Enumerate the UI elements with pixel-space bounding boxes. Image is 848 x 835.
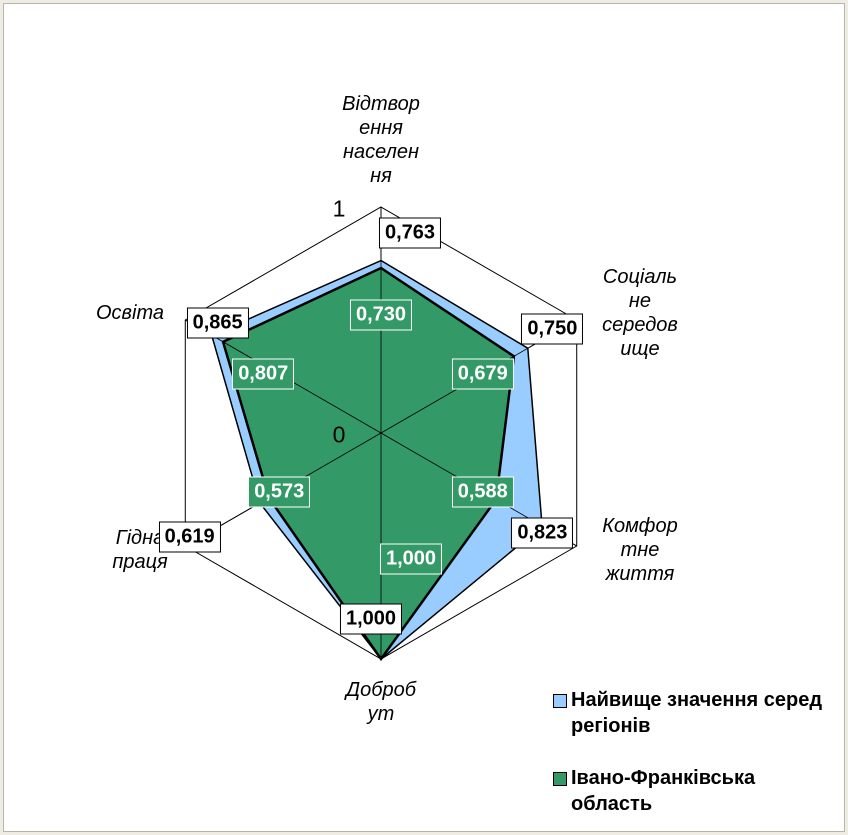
data-label: 0,619 [158,521,221,553]
data-label: 0,588 [451,476,514,508]
tick-label: 1 [332,195,346,222]
legend-label: Івано-Франківська область [571,767,756,815]
data-label: 0,750 [521,313,584,345]
category-label: Добробут [346,679,416,725]
legend-swatch [553,694,567,708]
category-label: Комфортне життя [602,515,678,585]
legend-item: Івано-Франківська область [553,765,823,817]
data-label: 0,865 [186,307,249,339]
data-label: 0,679 [451,358,514,390]
legend-swatch [553,772,567,786]
category-label: Соціальне середовище [602,266,678,360]
data-label: 0,573 [248,476,311,508]
category-label: Гідна праця [112,527,168,573]
data-label: 1,000 [379,543,443,575]
category-label: Відтворення населення [342,93,420,187]
data-label: 0,763 [378,217,442,249]
data-label: 0,730 [349,299,413,331]
data-label: 0,807 [232,358,295,390]
tick-label: 0 [332,421,346,448]
data-label: 1,000 [339,603,403,635]
legend-label: Найвище значення серед регіонів [571,689,823,737]
category-label: Освіта [96,302,164,324]
data-label: 0,823 [511,517,574,549]
legend-item: Найвище значення серед регіонів [553,687,823,739]
